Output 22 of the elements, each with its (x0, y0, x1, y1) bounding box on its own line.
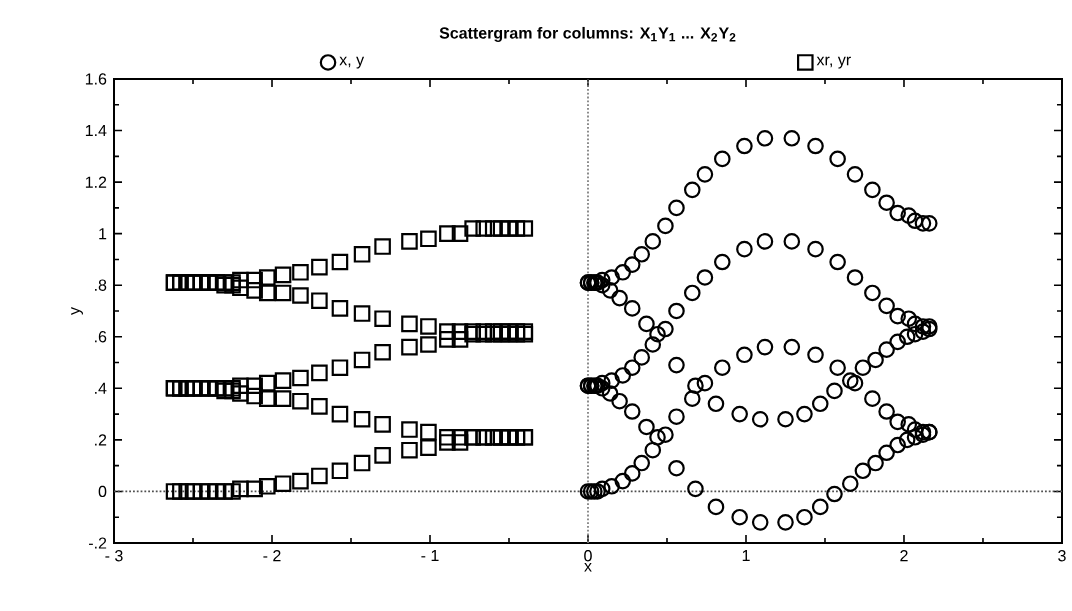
y-tick-label: .6 (95, 331, 107, 343)
x-tick-label: - 1 (421, 550, 439, 562)
x-axis-title: x (584, 563, 592, 572)
y-tick-label: 1.4 (85, 125, 107, 137)
x-tick-label: 3 (1058, 550, 1066, 562)
y-tick-label: -.2 (88, 537, 107, 549)
y-tick-label: .4 (95, 382, 107, 394)
y-tick-label: .2 (95, 434, 107, 446)
y-tick-label: 0 (98, 485, 107, 498)
legend-label: xr, yr (816, 56, 851, 69)
x-tick-label: - 3 (105, 550, 123, 562)
y-tick-label: 1.2 (85, 176, 107, 188)
y-tick-label: .8 (95, 279, 107, 291)
chart-title: Scattergram for columns: X$_{1}$Y$_{1}$ ... X$_{2}$Y$_{2}$ (439, 26, 736, 42)
x-tick-label: 0 (584, 550, 592, 562)
x-tick-label: 2 (900, 550, 908, 562)
y-axis-title: y (71, 307, 83, 315)
x-tick-label: - 2 (263, 550, 281, 562)
legend-label: x, y (339, 56, 365, 69)
x-tick-label: 1 (742, 550, 750, 562)
y-tick-label: 1.6 (85, 73, 107, 85)
y-tick-label: 1 (99, 228, 107, 240)
